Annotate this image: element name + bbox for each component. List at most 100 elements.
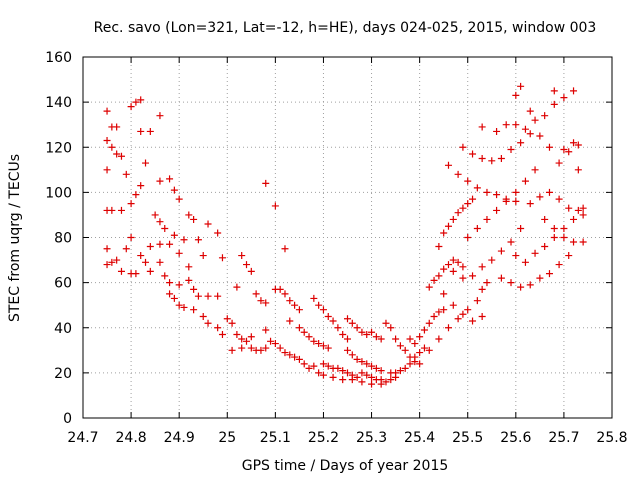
data-point xyxy=(459,274,467,282)
data-point xyxy=(358,369,366,377)
data-point xyxy=(271,340,279,348)
data-point xyxy=(411,340,419,348)
data-point xyxy=(444,324,452,332)
data-point xyxy=(271,202,279,210)
data-point xyxy=(286,317,294,325)
data-point xyxy=(536,274,544,282)
data-point xyxy=(132,98,140,106)
data-point xyxy=(560,94,568,102)
data-point xyxy=(344,315,351,323)
data-point xyxy=(276,344,284,352)
data-point xyxy=(238,335,246,343)
data-point xyxy=(512,197,520,205)
data-point xyxy=(117,206,125,214)
data-point xyxy=(156,112,164,120)
data-point xyxy=(353,324,361,332)
data-point xyxy=(440,229,448,237)
x-tick-label: 24.8 xyxy=(116,430,147,446)
data-point xyxy=(344,335,351,343)
data-point xyxy=(300,360,308,368)
data-point xyxy=(579,238,587,246)
data-point xyxy=(550,87,558,95)
data-point xyxy=(454,209,462,217)
data-point xyxy=(541,112,549,120)
data-point xyxy=(396,367,404,375)
y-tick-label: 100 xyxy=(45,185,72,201)
data-point xyxy=(194,292,202,300)
data-point xyxy=(550,224,558,232)
data-point xyxy=(420,344,428,352)
data-point xyxy=(570,87,578,95)
data-point xyxy=(310,294,318,302)
data-point xyxy=(319,306,327,314)
data-point xyxy=(507,279,515,287)
data-point xyxy=(348,351,356,359)
data-point xyxy=(574,166,582,174)
data-point xyxy=(146,267,154,275)
data-point xyxy=(497,274,505,282)
data-point xyxy=(483,279,491,287)
data-point xyxy=(526,107,534,115)
data-point xyxy=(507,146,515,154)
data-point xyxy=(214,324,222,332)
data-point xyxy=(324,312,332,320)
data-point xyxy=(493,127,501,135)
y-tick-label: 40 xyxy=(54,321,72,337)
data-point xyxy=(170,231,178,239)
data-point xyxy=(512,91,520,99)
data-point xyxy=(382,378,390,386)
data-point xyxy=(339,331,347,339)
data-point xyxy=(132,191,140,199)
data-point xyxy=(449,256,457,264)
data-point xyxy=(416,333,424,341)
data-point xyxy=(142,258,150,266)
data-point xyxy=(185,263,193,271)
data-point xyxy=(517,224,525,232)
data-point xyxy=(175,249,183,257)
data-point xyxy=(493,191,501,199)
data-point xyxy=(531,166,539,174)
data-point xyxy=(310,362,318,370)
data-point xyxy=(478,155,486,163)
data-point xyxy=(377,335,385,343)
data-point xyxy=(257,346,265,354)
data-point xyxy=(449,267,457,275)
data-point xyxy=(574,141,582,149)
data-point xyxy=(517,139,525,147)
data-point xyxy=(531,249,539,257)
data-point xyxy=(541,243,549,251)
data-point xyxy=(444,261,452,269)
data-point xyxy=(469,317,477,325)
data-point xyxy=(560,224,568,232)
data-point xyxy=(425,319,433,327)
data-point xyxy=(579,204,587,212)
data-point xyxy=(295,306,303,314)
data-point xyxy=(459,204,467,212)
data-point xyxy=(579,211,587,219)
data-point xyxy=(170,186,178,194)
data-point xyxy=(247,267,255,275)
data-point xyxy=(214,229,222,237)
data-point xyxy=(517,82,525,90)
data-point xyxy=(473,184,481,192)
data-point xyxy=(117,152,125,160)
data-point xyxy=(353,373,361,381)
data-point xyxy=(363,371,371,379)
data-point xyxy=(526,200,534,208)
data-point xyxy=(214,292,222,300)
data-point xyxy=(262,299,270,307)
data-point xyxy=(526,130,534,138)
data-point xyxy=(238,252,246,260)
data-point xyxy=(108,258,116,266)
data-point xyxy=(170,294,178,302)
data-point xyxy=(464,200,472,208)
x-tick-label: 25.1 xyxy=(260,430,291,446)
data-point xyxy=(190,285,198,293)
data-point xyxy=(531,116,539,124)
data-point xyxy=(108,206,116,214)
data-point xyxy=(435,335,443,343)
data-point xyxy=(464,306,472,314)
data-point xyxy=(166,240,174,248)
data-point xyxy=(218,331,226,339)
data-point xyxy=(334,364,342,372)
